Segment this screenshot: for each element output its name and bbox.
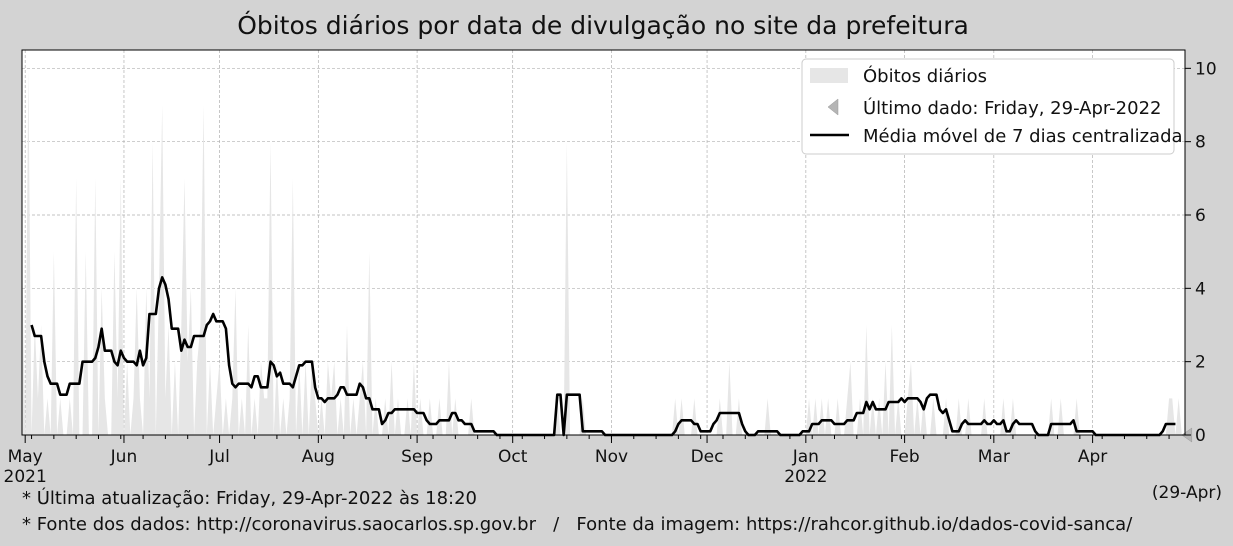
x-tick-label: Nov [595,447,628,467]
x-tick-year-label: 2022 [784,467,827,487]
legend: Óbitos diários Último dado: Friday, 29-A… [801,58,1183,155]
x-tick-label: Mar [978,447,1010,467]
series-moving-average [30,276,1176,437]
footnote-sources: * Fonte dos dados: http://coronavirus.sa… [22,514,1133,535]
legend-swatch-daily-deaths [810,68,848,83]
x-tick-label: May [8,447,43,467]
y-tick-label: 10 [1195,59,1217,79]
legend-label-last-point: Último dado: Friday, 29-Apr-2022 [863,97,1161,119]
x-tick-label: Sep [401,447,433,467]
plot-frame [21,49,1186,436]
series-daily-deaths [22,68,1182,435]
y-tick-label: 2 [1195,353,1206,373]
y-axis: 0 2 4 6 8 10 [1185,59,1217,446]
y-tick-label: 8 [1195,133,1206,153]
legend-marker-last-point [827,98,839,116]
chart-title: Óbitos diários por data de divulgação no… [237,10,969,40]
legend-label-moving-average: Média móvel de 7 dias centralizada [863,126,1183,147]
legend-box [801,58,1175,155]
legend-label-daily-deaths: Óbitos diários [863,65,987,87]
x-tick-label: Oct [498,447,528,467]
moving-average-line [30,276,1176,437]
y-tick-label: 6 [1195,206,1206,226]
x-tick-year-label: 2021 [4,467,47,487]
y-tick-label: 0 [1195,426,1206,446]
y-tick-label: 4 [1195,279,1206,299]
x-tick-label: Jun [110,447,138,467]
grid [22,50,1185,435]
footnote-last-update: * Última atualização: Friday, 29-Apr-202… [22,488,477,509]
last-date-label: (29-Apr) [1151,483,1222,503]
x-tick-label: Apr [1078,447,1107,467]
x-tick-label: Jul [208,447,230,467]
x-tick-label: Dec [691,447,724,467]
x-tick-label: Feb [890,447,920,467]
x-tick-label: Aug [302,447,335,467]
daily-deaths-area [22,68,1182,435]
x-tick-label: Jan [792,447,819,467]
